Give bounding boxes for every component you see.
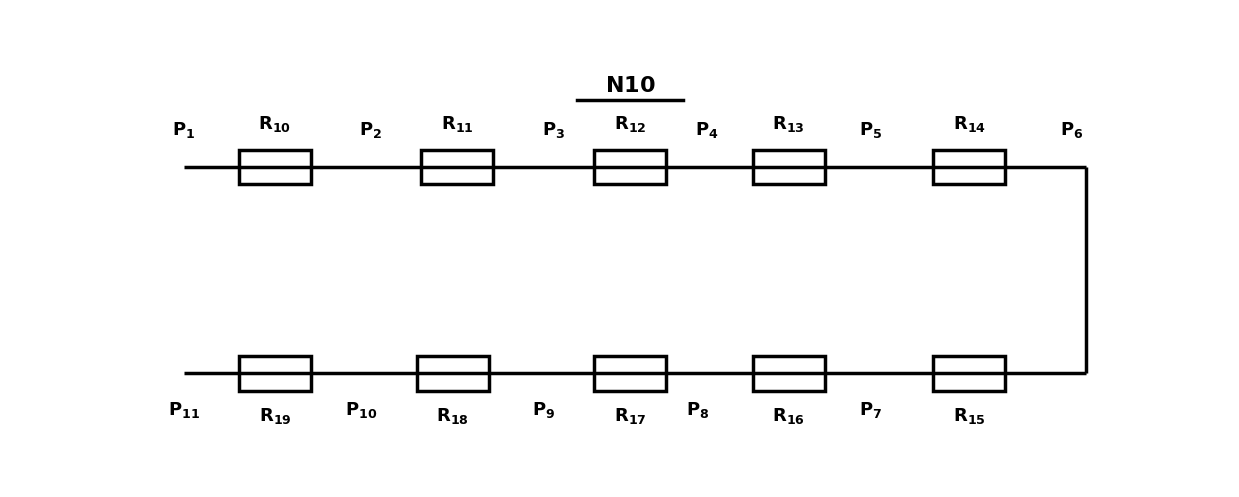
Text: $\mathbf{R_{17}}$: $\mathbf{R_{17}}$ (613, 406, 647, 426)
Text: $\mathbf{N10}$: $\mathbf{N10}$ (605, 75, 655, 97)
Text: $\mathbf{R_{18}}$: $\mathbf{R_{18}}$ (436, 406, 468, 426)
Text: $\mathbf{P_{10}}$: $\mathbf{P_{10}}$ (346, 400, 378, 420)
FancyBboxPatch shape (752, 150, 825, 184)
Text: $\mathbf{R_{16}}$: $\mathbf{R_{16}}$ (772, 406, 805, 426)
Text: $\mathbf{R_{19}}$: $\mathbf{R_{19}}$ (259, 406, 291, 426)
Text: $\mathbf{R_{12}}$: $\mathbf{R_{12}}$ (613, 114, 647, 134)
Text: $\mathbf{P_{8}}$: $\mathbf{P_{8}}$ (685, 400, 709, 420)
Text: $\mathbf{R_{10}}$: $\mathbf{R_{10}}$ (259, 114, 291, 134)
Text: $\mathbf{P_{9}}$: $\mathbf{P_{9}}$ (532, 400, 555, 420)
FancyBboxPatch shape (933, 150, 1005, 184)
Text: $\mathbf{R_{15}}$: $\mathbf{R_{15}}$ (953, 406, 985, 426)
Text: $\mathbf{P_{2}}$: $\mathbf{P_{2}}$ (359, 120, 383, 140)
Text: $\mathbf{P_{5}}$: $\mathbf{P_{5}}$ (859, 120, 882, 140)
FancyBboxPatch shape (239, 150, 311, 184)
FancyBboxPatch shape (416, 356, 488, 391)
FancyBboxPatch shape (421, 150, 493, 184)
Text: $\mathbf{P_{1}}$: $\mathbf{P_{1}}$ (172, 120, 196, 140)
FancyBboxPatch shape (933, 356, 1005, 391)
Text: $\mathbf{R_{13}}$: $\mathbf{R_{13}}$ (772, 114, 805, 134)
Text: $\mathbf{R_{11}}$: $\mathbf{R_{11}}$ (441, 114, 473, 134)
Text: $\mathbf{P_{11}}$: $\mathbf{P_{11}}$ (167, 400, 199, 420)
Text: $\mathbf{P_{3}}$: $\mathbf{P_{3}}$ (541, 120, 565, 140)
Text: $\mathbf{P_{7}}$: $\mathbf{P_{7}}$ (859, 400, 882, 420)
Text: $\mathbf{P_{4}}$: $\mathbf{P_{4}}$ (695, 120, 719, 140)
Text: $\mathbf{R_{14}}$: $\mathbf{R_{14}}$ (953, 114, 986, 134)
FancyBboxPatch shape (595, 356, 667, 391)
Text: $\mathbf{P_{6}}$: $\mathbf{P_{6}}$ (1061, 120, 1084, 140)
FancyBboxPatch shape (595, 150, 667, 184)
FancyBboxPatch shape (752, 356, 825, 391)
FancyBboxPatch shape (239, 356, 311, 391)
